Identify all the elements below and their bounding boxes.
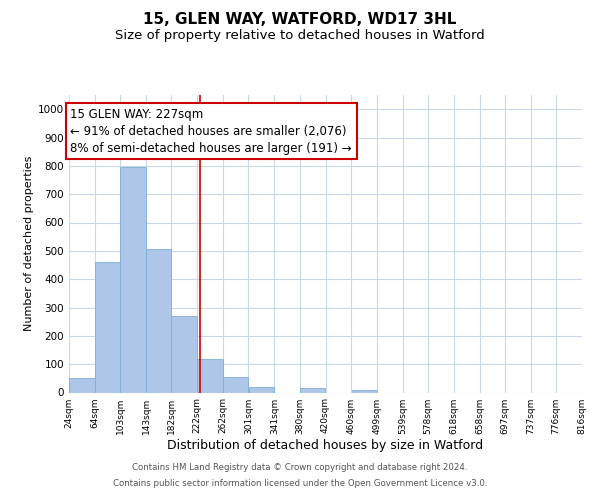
Bar (146, 250, 171, 392)
Bar (121, 168, 146, 392)
Text: 15 GLEN WAY: 227sqm
← 91% of detached houses are smaller (2,076)
8% of semi-deta: 15 GLEN WAY: 227sqm ← 91% of detached ho… (70, 108, 352, 155)
Text: Size of property relative to detached houses in Watford: Size of property relative to detached ho… (115, 29, 485, 42)
Bar (95, 262, 120, 392)
Text: Contains HM Land Registry data © Crown copyright and database right 2024.: Contains HM Land Registry data © Crown c… (132, 464, 468, 472)
Bar (300, 388, 325, 392)
Y-axis label: Number of detached properties: Number of detached properties (24, 156, 34, 332)
X-axis label: Distribution of detached houses by size in Watford: Distribution of detached houses by size … (167, 440, 484, 452)
Bar (172, 316, 197, 392)
Text: Contains public sector information licensed under the Open Government Licence v3: Contains public sector information licen… (113, 478, 487, 488)
Bar (223, 377, 248, 392)
Text: 15, GLEN WAY, WATFORD, WD17 3HL: 15, GLEN WAY, WATFORD, WD17 3HL (143, 12, 457, 28)
Bar (352, 390, 377, 392)
Bar (69, 378, 95, 392)
Bar (197, 358, 223, 392)
Bar (248, 387, 274, 392)
